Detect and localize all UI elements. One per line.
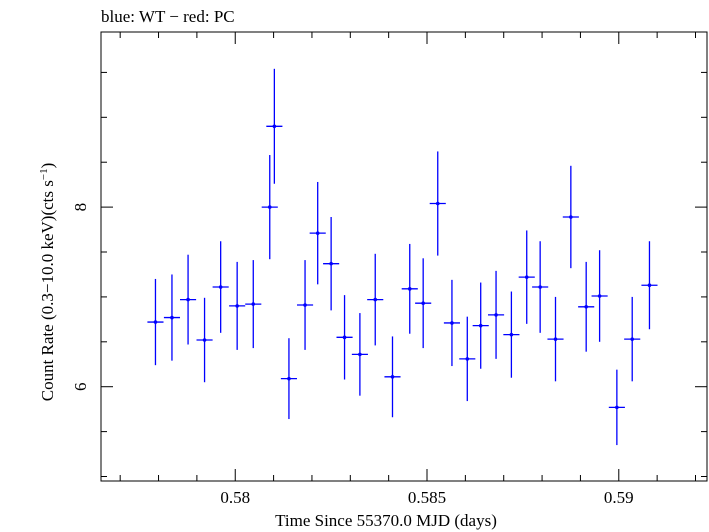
data-point <box>503 291 520 378</box>
point-marker <box>478 323 483 328</box>
point-marker <box>509 332 514 337</box>
point-marker <box>358 352 362 357</box>
point-marker <box>494 313 498 317</box>
point-marker <box>235 304 239 308</box>
data-point <box>641 241 658 330</box>
data-point <box>472 282 489 369</box>
data-points <box>147 68 658 446</box>
x-tick-label: 0.58 <box>220 488 250 507</box>
point-marker <box>569 215 573 219</box>
y-axis-label-sup: −1 <box>38 168 50 180</box>
point-marker <box>342 335 347 340</box>
y-axis-label-end: ) <box>38 163 57 169</box>
point-marker <box>435 201 440 206</box>
data-point <box>309 181 326 285</box>
data-point <box>163 274 181 361</box>
data-point <box>261 155 278 260</box>
data-point <box>196 297 213 383</box>
point-marker <box>524 275 529 279</box>
y-tick-label: 8 <box>71 203 90 212</box>
point-marker <box>553 337 558 341</box>
data-point <box>280 338 297 420</box>
plot-frame <box>100 31 708 482</box>
point-marker <box>421 301 425 305</box>
data-point <box>443 279 460 367</box>
data-point <box>532 241 549 333</box>
data-point <box>323 216 340 311</box>
point-marker <box>153 320 158 324</box>
point-marker <box>390 375 395 379</box>
point-marker <box>630 337 635 341</box>
data-point <box>624 296 641 382</box>
point-marker <box>465 357 470 361</box>
data-point <box>180 254 197 345</box>
data-point <box>296 260 314 350</box>
data-point <box>459 316 476 402</box>
data-point <box>547 296 564 382</box>
point-marker <box>647 283 652 288</box>
point-marker <box>303 303 307 307</box>
point-marker <box>251 302 256 306</box>
data-point <box>245 260 262 349</box>
data-point <box>608 369 625 446</box>
data-point <box>266 68 283 184</box>
y-tick-labels: 68 <box>71 203 90 391</box>
x-tick-label: 0.59 <box>604 488 634 507</box>
data-point <box>401 243 418 334</box>
data-point <box>336 295 353 380</box>
data-point <box>212 241 229 333</box>
data-point <box>384 336 401 418</box>
data-point <box>415 258 432 349</box>
data-point <box>562 165 579 269</box>
data-point <box>147 278 164 366</box>
point-marker <box>267 205 272 209</box>
point-marker <box>597 294 602 298</box>
point-marker <box>584 304 588 309</box>
data-point <box>518 230 535 324</box>
x-tick-label: 0.585 <box>408 488 446 507</box>
data-point <box>578 261 595 352</box>
axis-ticks <box>101 32 707 481</box>
point-marker <box>407 287 412 291</box>
point-marker <box>202 338 207 342</box>
point-marker <box>615 405 619 410</box>
point-marker <box>373 297 378 302</box>
point-marker <box>272 124 277 129</box>
y-axis-label: Count Rate (0.3−10.0 keV)(cts s−1) <box>38 163 57 402</box>
data-point <box>591 250 608 342</box>
x-axis-label: Time Since 55370.0 MJD (days) <box>275 511 497 530</box>
point-marker <box>315 231 320 235</box>
y-tick-label: 6 <box>71 382 90 391</box>
data-point <box>229 261 246 350</box>
data-point <box>487 270 505 359</box>
chart-title: blue: WT − red: PC <box>101 7 235 26</box>
data-point <box>429 151 446 256</box>
x-tick-labels: 0.58 0.585 0.59 <box>220 488 633 507</box>
data-point <box>367 253 384 346</box>
data-point <box>351 313 368 396</box>
point-marker <box>218 285 223 289</box>
point-marker <box>186 297 190 302</box>
point-marker <box>538 285 542 289</box>
point-marker <box>329 261 333 266</box>
point-marker <box>170 315 174 320</box>
y-axis-label-main: Count Rate (0.3−10.0 keV)(cts s <box>38 180 57 401</box>
point-marker <box>450 321 454 325</box>
point-marker <box>287 376 291 381</box>
